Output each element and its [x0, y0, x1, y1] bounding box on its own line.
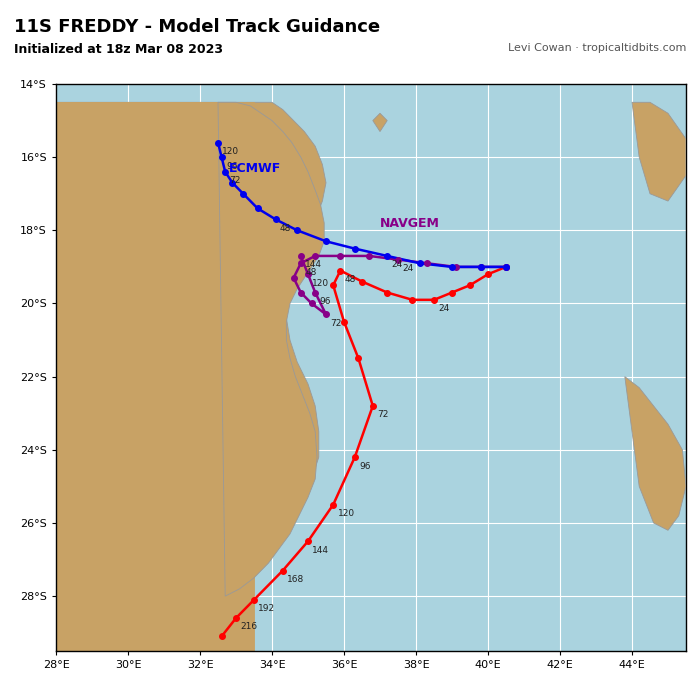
- Polygon shape: [56, 102, 254, 651]
- Text: 72: 72: [377, 410, 388, 419]
- Polygon shape: [56, 102, 218, 651]
- Text: 120: 120: [223, 147, 239, 156]
- Text: 24: 24: [402, 264, 414, 273]
- Polygon shape: [56, 102, 326, 651]
- Text: 144: 144: [312, 545, 329, 554]
- Text: ECMWF: ECMWF: [229, 162, 281, 175]
- Text: 216: 216: [240, 622, 258, 631]
- Text: 72: 72: [230, 176, 241, 186]
- Polygon shape: [625, 377, 686, 531]
- Text: 48: 48: [344, 275, 356, 284]
- Text: 120: 120: [312, 279, 330, 288]
- Text: 120: 120: [337, 509, 355, 518]
- Text: 96: 96: [359, 461, 370, 470]
- Text: 48: 48: [305, 267, 316, 276]
- Text: 96: 96: [226, 162, 237, 171]
- Text: 48: 48: [280, 224, 291, 232]
- Text: 168: 168: [287, 575, 304, 584]
- Text: 24: 24: [391, 260, 402, 270]
- Text: 144: 144: [305, 260, 322, 270]
- Text: Initialized at 18z Mar 08 2023: Initialized at 18z Mar 08 2023: [14, 43, 223, 57]
- Polygon shape: [632, 102, 686, 201]
- Text: 24: 24: [438, 304, 449, 313]
- Text: Levi Cowan · tropicaltidbits.com: Levi Cowan · tropicaltidbits.com: [508, 43, 686, 53]
- Text: 72: 72: [330, 318, 342, 328]
- Text: 96: 96: [319, 297, 331, 306]
- Text: 192: 192: [258, 604, 275, 613]
- Polygon shape: [373, 113, 387, 132]
- Text: NAVGEM: NAVGEM: [380, 217, 440, 230]
- Text: 11S FREDDY - Model Track Guidance: 11S FREDDY - Model Track Guidance: [14, 18, 380, 36]
- Polygon shape: [218, 102, 324, 596]
